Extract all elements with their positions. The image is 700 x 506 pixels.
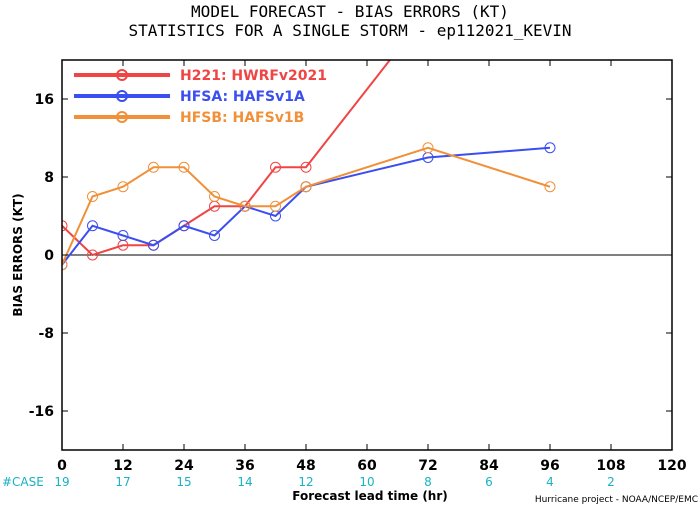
data-point bbox=[209, 191, 220, 202]
x-tick-label: 84 bbox=[479, 458, 499, 474]
case-count: 19 bbox=[54, 475, 69, 489]
data-point bbox=[544, 142, 556, 154]
series-layer bbox=[62, 60, 556, 271]
case-count: 15 bbox=[176, 475, 191, 489]
x-axis-label: Forecast lead time (hr) bbox=[292, 489, 448, 503]
data-point bbox=[544, 181, 556, 193]
data-point bbox=[178, 161, 190, 173]
data-point bbox=[117, 230, 129, 241]
legend: H221: HWRFv2021 HFSA: HAFSv1A HFSB: HAFSv1… bbox=[74, 68, 327, 126]
x-tick-label: 48 bbox=[296, 458, 315, 474]
y-tick-label: 8 bbox=[44, 170, 54, 186]
data-point bbox=[87, 249, 98, 261]
x-tick-label: 96 bbox=[540, 458, 559, 474]
data-point bbox=[270, 200, 281, 212]
case-label: #CASE bbox=[2, 475, 44, 489]
legend-swatch-marker bbox=[116, 69, 128, 81]
data-point bbox=[270, 161, 281, 173]
data-point bbox=[300, 181, 312, 193]
y-tick-label: -16 bbox=[29, 404, 54, 420]
chart-title: MODEL FORECAST - BIAS ERRORS (KT) bbox=[191, 2, 509, 21]
case-count: 12 bbox=[298, 475, 313, 489]
y-tick-label: -8 bbox=[38, 326, 54, 342]
x-tick-label: 12 bbox=[113, 458, 132, 474]
legend-swatch-marker bbox=[116, 111, 128, 123]
x-tick-label: 60 bbox=[357, 458, 377, 474]
case-counts: 19 17 15 14 12 10 8 6 4 2 bbox=[54, 475, 614, 489]
legend-label: H221: HWRFv2021 bbox=[180, 68, 327, 84]
x-tick-label: 108 bbox=[596, 458, 625, 474]
series-line-0 bbox=[62, 60, 392, 257]
x-tick-label: 0 bbox=[57, 458, 67, 474]
x-tick-label: 24 bbox=[174, 458, 194, 474]
data-point bbox=[87, 191, 98, 202]
case-count: 6 bbox=[485, 475, 493, 489]
data-point bbox=[148, 239, 159, 251]
case-count: 4 bbox=[546, 475, 554, 489]
data-point bbox=[117, 181, 129, 193]
legend-label: HFSB: HAFSv1B bbox=[180, 110, 304, 126]
case-count: 8 bbox=[424, 475, 432, 489]
data-point bbox=[209, 230, 220, 241]
data-point bbox=[422, 142, 434, 154]
x-tick-label: 36 bbox=[235, 458, 254, 474]
credit-text: Hurricane project - NOAA/NCEP/EMC bbox=[535, 495, 698, 505]
series-line-1 bbox=[62, 146, 551, 266]
case-count: 2 bbox=[607, 475, 615, 489]
data-point bbox=[178, 220, 190, 232]
x-tick-label: 120 bbox=[657, 458, 686, 474]
y-axis-label: BIAS ERRORS (KT) bbox=[11, 193, 25, 316]
data-point bbox=[148, 161, 159, 173]
case-count: 10 bbox=[359, 475, 374, 489]
y-tick-label: 16 bbox=[35, 92, 54, 108]
y-tick-label: 0 bbox=[44, 248, 54, 264]
legend-swatch-marker bbox=[116, 90, 128, 102]
data-point bbox=[62, 259, 68, 271]
axis-ticks: 0 12 24 36 48 60 72 84 96 108 120 16 8 0 -8 -16 bbox=[29, 60, 687, 474]
case-count: 14 bbox=[237, 475, 252, 489]
data-point bbox=[300, 161, 312, 173]
data-point bbox=[62, 220, 68, 232]
legend-label: HFSA: HAFSv1A bbox=[180, 89, 305, 105]
chart-subtitle: STATISTICS FOR A SINGLE STORM - ep112021… bbox=[128, 21, 571, 40]
data-point bbox=[87, 220, 98, 232]
data-point bbox=[239, 200, 251, 212]
series-line-2 bbox=[62, 146, 551, 266]
case-count: 17 bbox=[115, 475, 130, 489]
x-tick-label: 72 bbox=[418, 458, 437, 474]
